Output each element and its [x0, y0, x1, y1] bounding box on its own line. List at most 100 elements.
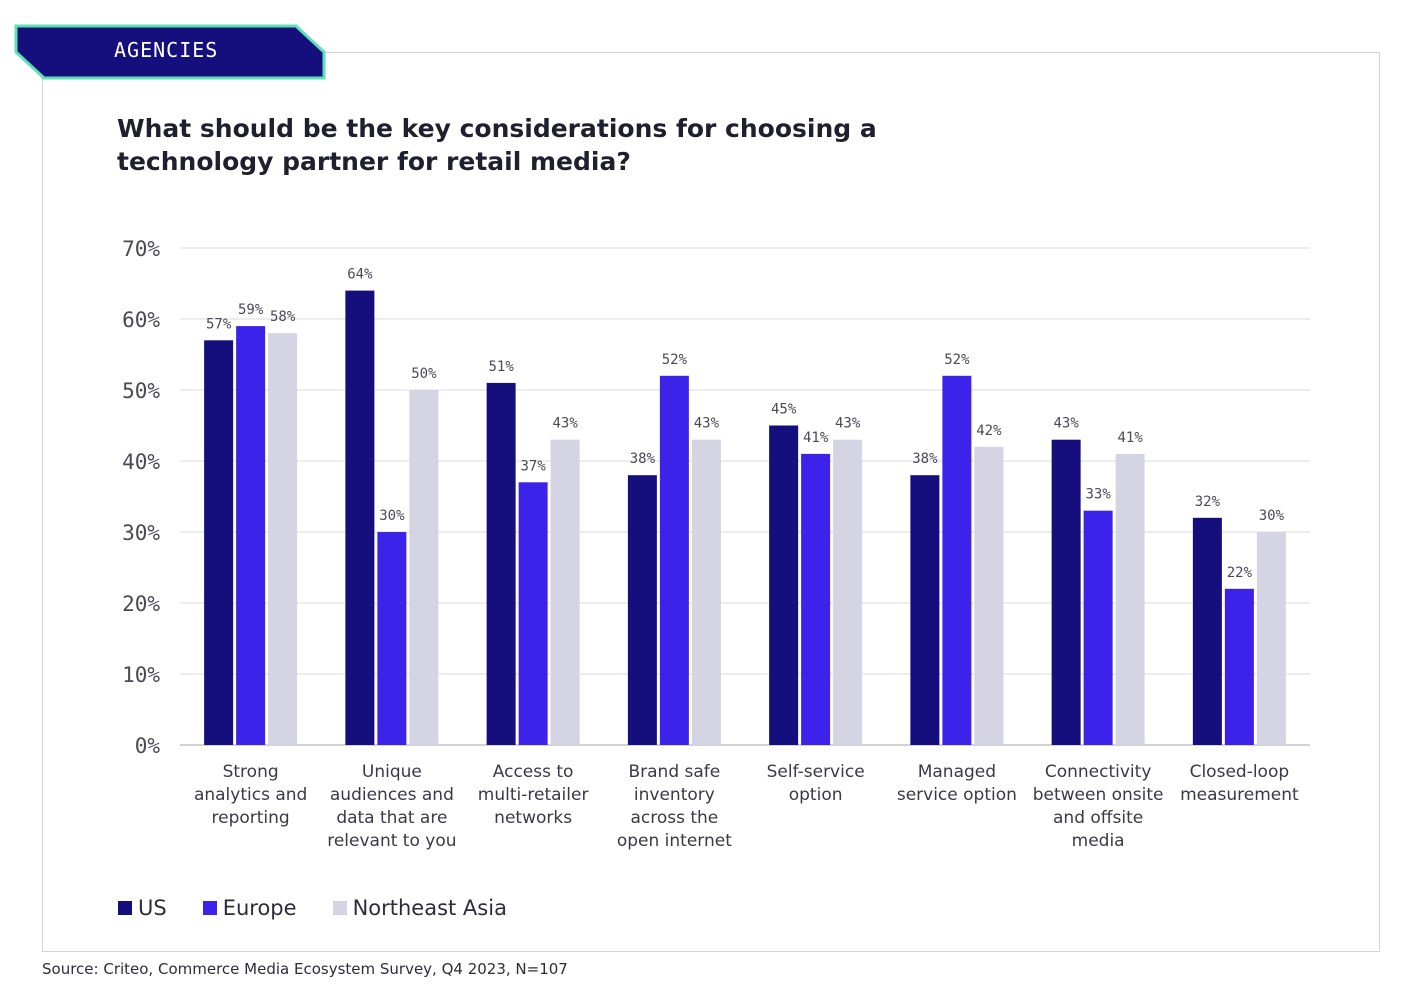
- x-category-label: Managed service option: [897, 762, 1017, 805]
- bar-us: [486, 382, 516, 745]
- data-label-northeast-asia: 58%: [270, 309, 296, 325]
- x-category-label-line: Strong: [223, 762, 279, 782]
- x-category-label-line: measurement: [1180, 785, 1299, 805]
- x-category-label-line: Brand safe: [628, 762, 720, 782]
- x-category-label-line: data that are: [336, 808, 447, 828]
- x-category-label: Brand safe inventory across the open intern…: [617, 762, 732, 851]
- x-category-label: Strong analytics and reporting: [194, 762, 307, 828]
- data-label-us: 57%: [206, 316, 232, 332]
- legend-label-us: US: [138, 896, 167, 920]
- data-label-northeast-asia: 50%: [411, 366, 437, 382]
- x-category-label-line: between onsite: [1033, 785, 1164, 805]
- bar-northeast-asia: [550, 439, 580, 745]
- y-tick-label: 60%: [122, 308, 160, 332]
- data-label-europe: 59%: [238, 302, 264, 318]
- bar-northeast-asia: [1115, 453, 1145, 745]
- x-category-label-line: service option: [897, 785, 1017, 805]
- y-tick-label: 20%: [122, 592, 160, 616]
- y-tick-label: 30%: [122, 521, 160, 545]
- x-category-label: Access to multi-retailer networks: [478, 762, 589, 828]
- bar-us: [1051, 439, 1081, 745]
- data-label-europe: 52%: [944, 352, 970, 368]
- x-category-label-line: media: [1072, 831, 1125, 851]
- x-category-label-line: networks: [494, 808, 572, 828]
- data-label-europe: 41%: [803, 430, 829, 446]
- x-category-label: Self-service option: [767, 762, 865, 805]
- data-label-northeast-asia: 43%: [552, 416, 578, 432]
- bar-europe: [236, 326, 266, 745]
- data-label-europe: 30%: [379, 508, 405, 524]
- data-label-northeast-asia: 41%: [1117, 430, 1143, 446]
- x-category-label-line: reporting: [212, 808, 290, 828]
- x-category-label: Unique audiences and data that are relevant…: [327, 762, 456, 851]
- bar-us: [1192, 517, 1222, 745]
- x-category-label-line: Access to: [493, 762, 574, 782]
- data-label-europe: 37%: [520, 458, 546, 474]
- bar-europe: [1224, 588, 1254, 745]
- agencies-tag: AGENCIES: [14, 24, 326, 80]
- y-tick-label: 0%: [135, 734, 161, 758]
- bar-us: [769, 425, 799, 745]
- bar-us: [910, 475, 940, 745]
- bar-europe: [518, 482, 548, 745]
- y-tick-label: 40%: [122, 450, 160, 474]
- data-label-northeast-asia: 43%: [835, 416, 861, 432]
- data-label-us: 45%: [771, 402, 797, 418]
- x-category-label-line: and offsite: [1053, 808, 1143, 828]
- bar-us: [204, 340, 234, 745]
- source-note: Source: Criteo, Commerce Media Ecosystem…: [42, 960, 568, 978]
- x-category-label-line: Unique: [362, 762, 422, 782]
- x-category-label-line: inventory: [634, 785, 715, 805]
- data-label-europe: 33%: [1085, 487, 1111, 503]
- bar-northeast-asia: [833, 439, 863, 745]
- y-tick-label: 70%: [122, 237, 160, 261]
- x-category-label-line: option: [789, 785, 843, 805]
- tag-label: AGENCIES: [114, 38, 219, 62]
- bar-europe: [801, 453, 831, 745]
- bar-europe: [1083, 510, 1113, 745]
- data-label-us: 32%: [1195, 494, 1221, 510]
- legend-swatch-europe: [202, 901, 217, 915]
- data-label-us: 43%: [1053, 416, 1079, 432]
- data-label-europe: 52%: [662, 352, 688, 368]
- legend-swatch-northeast-asia: [332, 901, 347, 915]
- x-category-label-line: across the: [630, 808, 718, 828]
- bar-us: [345, 290, 375, 745]
- x-category-label-line: Connectivity: [1045, 762, 1152, 782]
- x-category-label-line: Closed-loop: [1190, 762, 1290, 782]
- bar-northeast-asia: [691, 439, 721, 745]
- bar-europe: [659, 375, 689, 745]
- legend-label-europe: Europe: [222, 896, 297, 920]
- chart-title: What should be the key considerations fo…: [117, 114, 877, 176]
- bar-northeast-asia: [268, 333, 298, 745]
- bar-northeast-asia: [409, 390, 439, 745]
- legend-label-northeast-asia: Northeast Asia: [352, 896, 507, 920]
- data-label-us: 51%: [488, 359, 514, 375]
- x-category-label: Closed-loop measurement: [1180, 762, 1299, 805]
- tag-shape: [14, 24, 326, 80]
- data-label-us: 38%: [630, 451, 656, 467]
- x-category-label: Connectivity between onsite and offsite med…: [1033, 762, 1164, 851]
- bar-northeast-asia: [974, 446, 1004, 745]
- data-label-europe: 22%: [1227, 565, 1253, 581]
- y-tick-label: 10%: [122, 663, 160, 687]
- legend-swatch-us: [118, 901, 132, 915]
- x-category-label-line: analytics and: [194, 785, 307, 805]
- x-category-label-line: audiences and: [330, 785, 454, 805]
- data-label-us: 38%: [912, 451, 938, 467]
- x-category-label-line: Self-service: [767, 762, 865, 782]
- y-tick-label: 50%: [122, 379, 160, 403]
- bar-us: [627, 475, 657, 745]
- bar-northeast-asia: [1256, 532, 1286, 745]
- legend-item-northeast-asia: Northeast Asia: [332, 896, 507, 920]
- x-category-label-line: relevant to you: [327, 831, 456, 851]
- data-label-northeast-asia: 30%: [1259, 508, 1285, 524]
- data-label-us: 64%: [347, 267, 373, 283]
- bar-europe: [942, 375, 972, 745]
- legend-item-us: US: [118, 896, 167, 920]
- x-category-label-line: Managed: [918, 762, 996, 782]
- legend: US Europe Northeast Asia: [118, 896, 507, 920]
- data-label-northeast-asia: 43%: [694, 416, 720, 432]
- x-category-label-line: open internet: [617, 831, 732, 851]
